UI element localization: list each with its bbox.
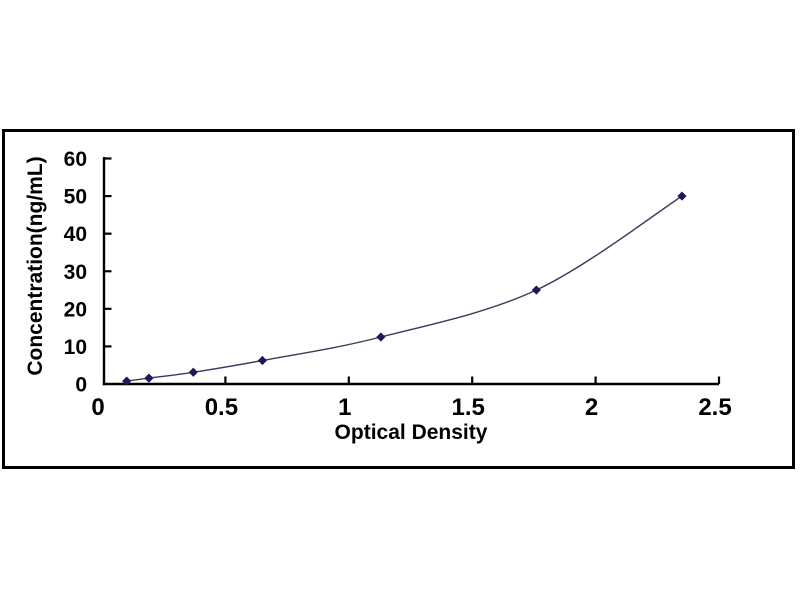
x-tick-label: 1.5	[452, 394, 485, 421]
y-tick-label: 60	[64, 148, 87, 171]
y-tick-label: 20	[64, 298, 87, 321]
y-tick-label: 30	[64, 261, 87, 284]
series-layer	[122, 191, 687, 386]
y-axis-title: Concentration(ng/mL)	[24, 156, 47, 376]
data-point-marker	[144, 373, 154, 383]
data-point-marker	[257, 355, 268, 366]
x-tick-label: 2.5	[698, 394, 731, 421]
curve-line	[126, 195, 683, 382]
x-tick-label: 1	[338, 394, 351, 421]
y-tick-label: 0	[75, 374, 87, 397]
x-tick-label: 2	[585, 394, 598, 421]
y-tick-label: 50	[64, 186, 87, 209]
data-point-marker	[122, 376, 132, 386]
data-point-marker	[677, 191, 687, 201]
x-axis-title: Optical Density	[334, 421, 488, 444]
data-point-marker	[188, 367, 198, 377]
data-point-marker	[376, 332, 386, 342]
data-point-marker	[531, 285, 541, 295]
y-tick-label: 10	[64, 336, 87, 359]
x-tick-label: 0.5	[205, 394, 238, 421]
axes-layer: 0 10 20 30 40 50 60 0 0.5 1 1.5 2 2.5	[64, 148, 732, 421]
y-tick-label: 40	[64, 223, 87, 246]
x-tick-label: 0	[91, 394, 104, 421]
chart-frame	[2, 129, 795, 469]
